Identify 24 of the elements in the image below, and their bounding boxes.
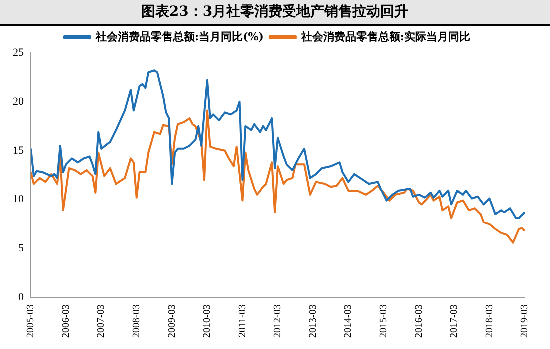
x-tick-label: 2019-03 xyxy=(520,304,531,338)
legend-label: 社会消费品零售总额:实际当月同比 xyxy=(300,30,470,44)
y-tick-label: 20 xyxy=(13,96,24,108)
y-tick-label: 25 xyxy=(13,46,24,59)
y-tick-label: 0 xyxy=(18,292,24,304)
x-tick-label: 2005-03 xyxy=(26,304,37,338)
x-tick-label: 2007-03 xyxy=(96,304,108,338)
x-tick-label: 2012-03 xyxy=(272,304,284,338)
legend-label: 社会消费品零售总额:当月同比(%) xyxy=(95,30,264,44)
x-tick-label: 2009-03 xyxy=(166,304,178,338)
x-tick-label: 2016-03 xyxy=(414,304,425,338)
x-tick-label: 2010-03 xyxy=(202,304,214,338)
y-tick-label: 10 xyxy=(13,194,24,206)
x-tick-label: 2008-03 xyxy=(131,304,142,338)
chart-title: 图表23：3月社零消费受地产销售拉动回升 xyxy=(0,0,550,26)
x-tick-label: 2017-03 xyxy=(449,304,460,338)
x-tick-label: 2006-03 xyxy=(60,304,72,338)
x-tick-label: 2014-03 xyxy=(343,304,354,338)
x-tick-label: 2015-03 xyxy=(378,304,390,338)
y-tick-label: 5 xyxy=(18,242,24,255)
x-tick-label: 2018-03 xyxy=(484,304,496,338)
x-tick-label: 2011-03 xyxy=(237,304,248,338)
x-tick-label: 2013-03 xyxy=(308,304,319,338)
y-tick-label: 15 xyxy=(13,144,24,157)
